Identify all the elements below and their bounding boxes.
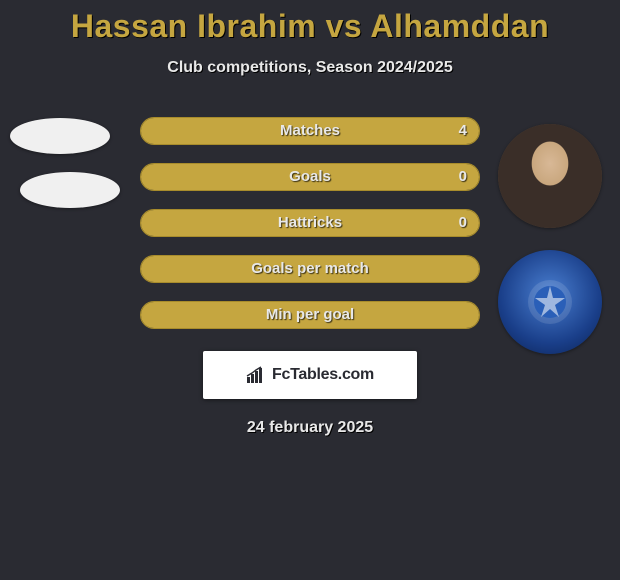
stat-bar-label: Goals per match (141, 256, 479, 282)
stat-bar: Goals0 (140, 163, 480, 191)
date-text: 24 february 2025 (0, 419, 620, 437)
stat-bar: Min per goal (140, 301, 480, 329)
club-crest-icon (519, 271, 581, 333)
source-badge-text: FcTables.com (272, 366, 374, 384)
stat-bar: Matches4 (140, 117, 480, 145)
source-badge: FcTables.com (203, 351, 417, 399)
avatar-left-bottom (20, 172, 120, 208)
avatar-right-crest (498, 250, 602, 354)
stat-bar-value: 4 (459, 118, 467, 144)
stat-bar: Hattricks0 (140, 209, 480, 237)
stat-bar: Goals per match (140, 255, 480, 283)
stat-bar-label: Min per goal (141, 302, 479, 328)
avatar-right-player (498, 124, 602, 228)
stat-bar-value: 0 (459, 164, 467, 190)
stat-bar-label: Goals (141, 164, 479, 190)
player-face-icon (498, 124, 602, 228)
chart-icon (246, 366, 266, 384)
stat-bar-label: Hattricks (141, 210, 479, 236)
subtitle: Club competitions, Season 2024/2025 (0, 59, 620, 77)
stat-bar-value: 0 (459, 210, 467, 236)
stat-bar-label: Matches (141, 118, 479, 144)
avatar-left-top (10, 118, 110, 154)
page-title: Hassan Ibrahim vs Alhamddan (0, 0, 620, 45)
stats-container: Matches4Goals0Hattricks0Goals per matchM… (140, 117, 480, 329)
